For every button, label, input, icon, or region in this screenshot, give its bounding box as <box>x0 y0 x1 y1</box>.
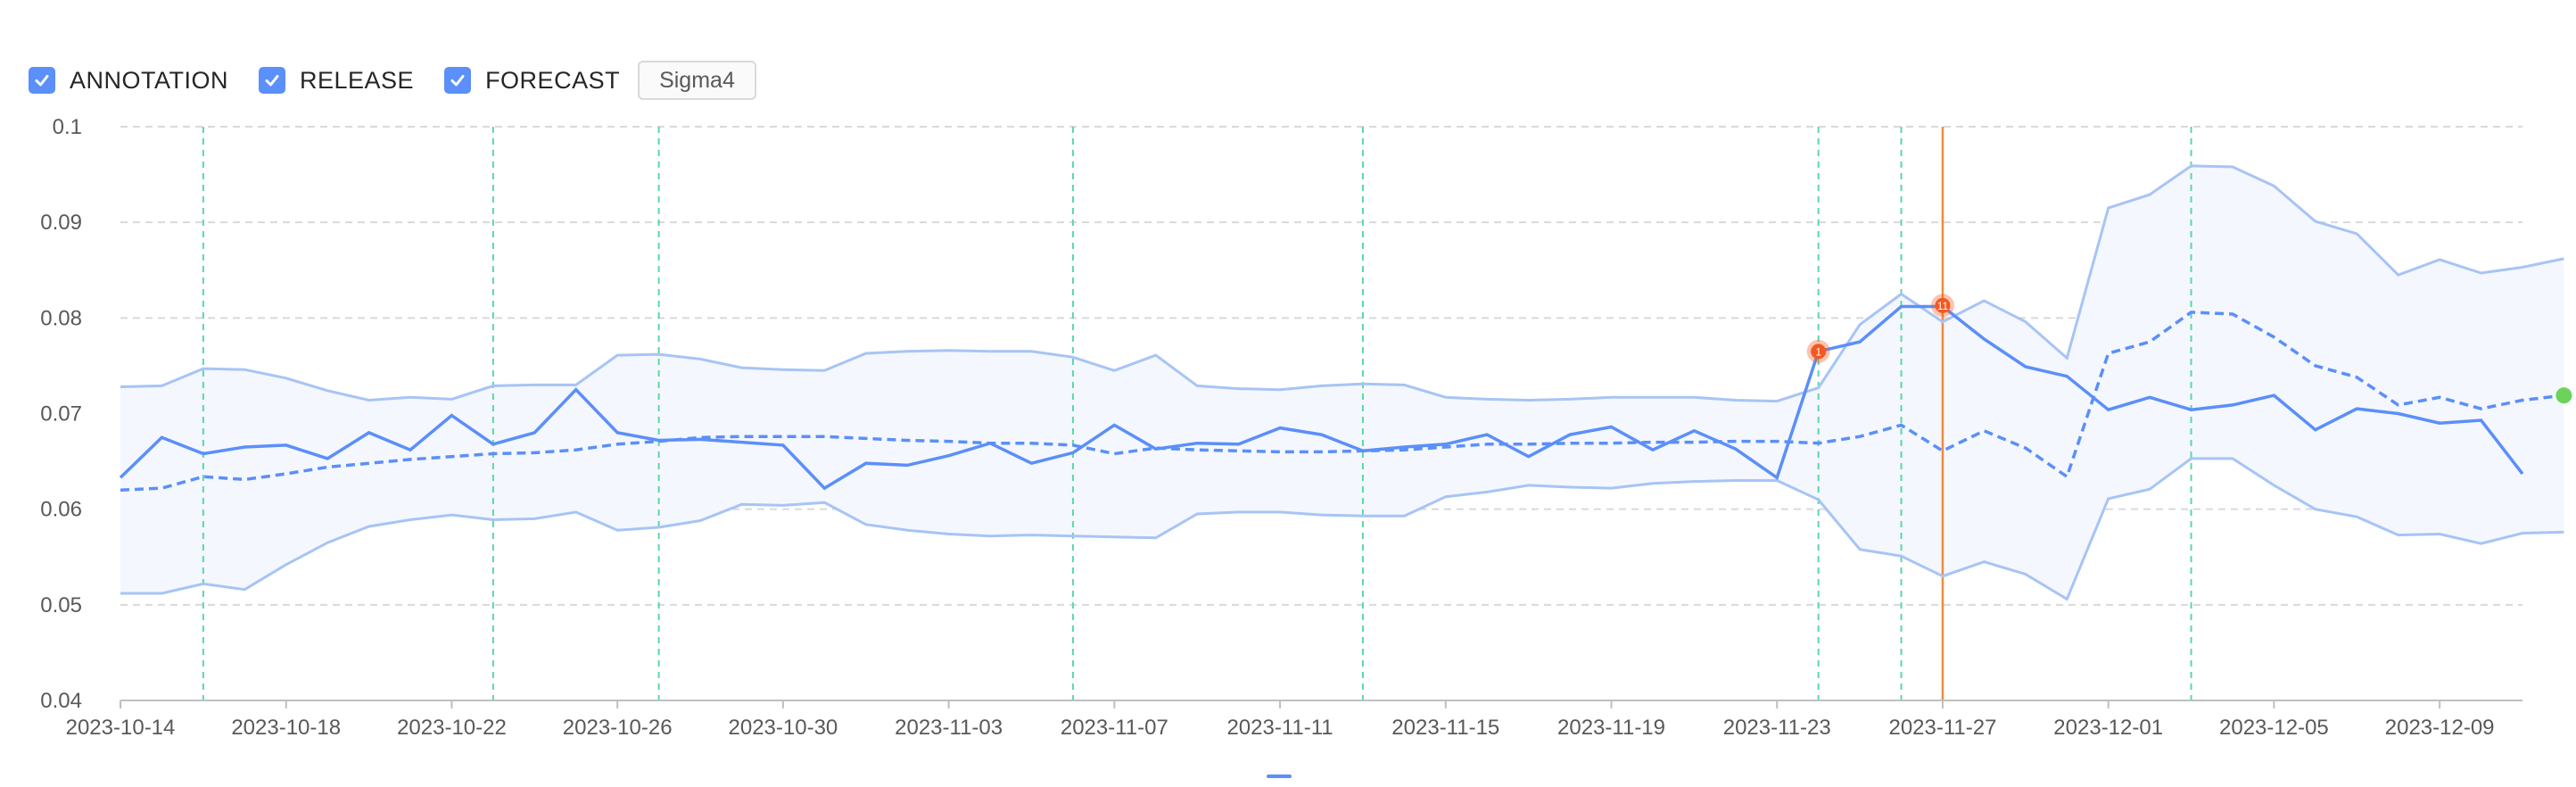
x-tick-label: 2023-12-05 <box>2219 716 2329 740</box>
x-tick-label: 2023-10-26 <box>563 716 673 740</box>
check-icon[interactable] <box>259 67 285 94</box>
x-tick-label: 2023-10-22 <box>397 716 507 740</box>
lower-bound-line <box>120 457 2564 601</box>
y-tick-label: 0.07 <box>40 402 82 427</box>
release-toggle[interactable]: RELEASE <box>259 67 414 95</box>
end-point-marker <box>2555 387 2572 404</box>
band-fill <box>120 165 2564 600</box>
x-tick-label: 2023-12-01 <box>2053 716 2163 740</box>
x-tick-label: 2023-10-14 <box>66 716 176 740</box>
x-tick-label: 2023-11-03 <box>895 716 1003 740</box>
x-tick-label: 2023-10-18 <box>231 716 341 740</box>
x-tick-label: 2023-11-23 <box>1723 716 1831 740</box>
y-tick-label: 0.08 <box>40 306 82 330</box>
legend-marker <box>1267 775 1292 778</box>
annotation-toggle-label: ANNOTATION <box>70 66 228 94</box>
x-tick-label: 2023-11-27 <box>1888 716 1996 740</box>
check-icon[interactable] <box>29 67 55 94</box>
anomaly-label: 1 <box>1815 345 1821 358</box>
forecast-toggle[interactable]: FORECAST <box>444 67 620 95</box>
x-tick-label: 2023-11-15 <box>1391 716 1499 740</box>
x-tick-label: 2023-11-07 <box>1061 716 1168 740</box>
anomaly-label: 11 <box>1937 300 1949 312</box>
y-tick-label: 0.06 <box>40 498 82 522</box>
y-tick-label: 0.09 <box>40 211 82 235</box>
forecast-line <box>120 311 2564 492</box>
anomaly-marker <box>1811 344 1827 360</box>
anomaly-marker <box>1935 297 1951 313</box>
check-icon[interactable] <box>444 67 472 94</box>
y-tick-label: 0.1 <box>53 115 82 139</box>
y-tick-label: 0.05 <box>40 593 82 617</box>
point-markers: 111 <box>1806 294 2572 404</box>
annotation-toggle[interactable]: ANNOTATION <box>29 67 228 95</box>
confidence-band <box>120 165 2564 600</box>
x-tick-label: 2023-10-30 <box>729 716 838 740</box>
upper-bound-line <box>120 164 2564 403</box>
axes: 0.04 0.05 0.06 0.07 0.08 0.09 0.1 2023-10-14 202… <box>40 115 2522 778</box>
series-toggle-bar: ANNOTATION RELEASE FORECAST Sigma4 <box>29 61 756 100</box>
x-tick-label: 2023-11-19 <box>1557 716 1665 740</box>
x-tick-label: 2023-12-09 <box>2385 716 2495 740</box>
actual-line <box>119 304 2524 491</box>
series-layer <box>119 164 2564 601</box>
y-tick-label: 0.04 <box>40 689 82 713</box>
release-markers <box>202 127 2192 700</box>
x-tick-label: 2023-11-11 <box>1226 716 1333 740</box>
release-toggle-label: RELEASE <box>300 66 415 94</box>
forecast-toggle-label: FORECAST <box>485 66 621 94</box>
sigma-button[interactable]: Sigma4 <box>638 61 756 100</box>
